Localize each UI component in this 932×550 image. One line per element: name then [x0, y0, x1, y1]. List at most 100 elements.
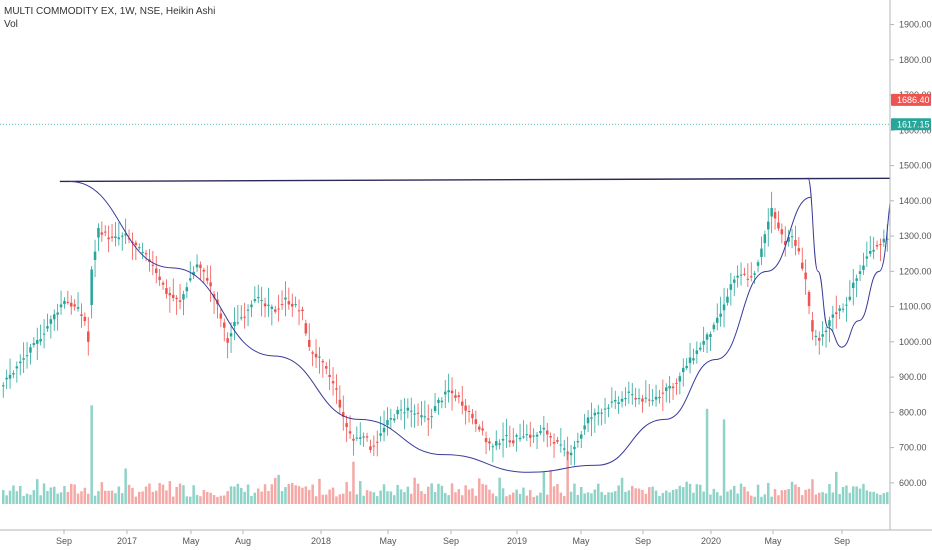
candle-body — [325, 366, 328, 369]
candle-body — [437, 399, 440, 403]
candle-body — [811, 320, 814, 332]
volume-bar — [818, 492, 821, 504]
candle-body — [484, 438, 488, 443]
candle-body — [185, 287, 189, 292]
volume-bar — [59, 492, 63, 504]
candle-body — [19, 361, 22, 364]
candle-body — [464, 405, 467, 411]
volume-bar — [491, 493, 495, 504]
volume-bar — [461, 495, 464, 504]
candle-body — [399, 409, 403, 411]
candle-body — [134, 242, 138, 246]
candle-body — [654, 396, 658, 400]
volume-bar — [763, 494, 767, 504]
volume-bar — [736, 493, 739, 504]
volume-bar — [182, 485, 185, 504]
time-tick-label: Sep — [635, 536, 651, 546]
candle-body — [447, 390, 450, 393]
volume-bar — [416, 483, 420, 504]
candle-body — [246, 309, 250, 311]
candle-body — [284, 297, 287, 300]
volume-bar — [559, 492, 563, 504]
candle-body — [729, 284, 733, 290]
candle-body — [716, 317, 719, 323]
candle-body — [260, 300, 263, 302]
volume-bar — [484, 484, 488, 504]
candle-body — [590, 417, 593, 419]
candle-body — [600, 412, 603, 414]
candle-body — [736, 275, 739, 278]
volume-bar — [32, 490, 36, 504]
volume-bar — [297, 486, 301, 504]
volume-bar — [508, 494, 512, 504]
candle-body — [797, 248, 801, 252]
candle-body — [828, 320, 831, 327]
volume-bar — [175, 486, 178, 504]
volume-bar — [304, 486, 308, 504]
candle-body — [695, 350, 699, 354]
volume-bar — [814, 494, 818, 504]
time-tick-label: Aug — [235, 536, 251, 546]
candle-body — [583, 425, 586, 430]
volume-bar — [811, 479, 814, 504]
candle-body — [308, 339, 311, 347]
volume-bar — [90, 405, 93, 504]
volume-bar — [345, 482, 348, 504]
volume-bar — [610, 492, 614, 504]
volume-bar — [359, 481, 362, 504]
candle-body — [311, 352, 314, 354]
volume-label: Vol — [4, 19, 18, 30]
volume-bar — [580, 486, 583, 504]
candle-body — [386, 420, 389, 426]
volume-bar — [66, 492, 70, 504]
candle-body — [42, 333, 46, 335]
volume-bar — [168, 481, 172, 504]
candle-body — [879, 243, 882, 246]
candle-body — [206, 278, 209, 281]
volume-bar — [314, 496, 318, 504]
volume-bar — [498, 477, 501, 504]
candle-body — [39, 339, 42, 342]
time-tick-label: 2019 — [507, 536, 527, 546]
candle-body — [818, 337, 821, 341]
candle-body — [488, 441, 491, 444]
volume-bar — [661, 492, 665, 504]
candle-body — [712, 324, 716, 330]
volume-bar — [835, 471, 838, 504]
candle-body — [158, 276, 161, 281]
candle-body — [199, 264, 202, 269]
candle-body — [175, 297, 178, 300]
candle-body — [87, 331, 90, 342]
candle-body — [631, 394, 634, 396]
volume-bar — [658, 496, 661, 504]
candle-body — [219, 313, 223, 319]
candle-body — [335, 388, 338, 390]
volume-bar — [172, 496, 175, 504]
candle-body — [257, 297, 260, 299]
volume-bar — [563, 496, 566, 504]
volume-bar — [49, 487, 53, 504]
candle-body — [151, 264, 155, 266]
volume-bar — [627, 490, 631, 504]
volume-bar — [250, 495, 253, 504]
candle-body — [821, 334, 824, 337]
candle-body — [413, 413, 416, 415]
volume-bar — [223, 495, 226, 504]
candle-body — [59, 304, 63, 308]
volume-bar — [107, 490, 110, 504]
volume-bar — [790, 481, 794, 504]
price-tick-label: 1000.00 — [899, 337, 932, 347]
candle-body — [362, 436, 365, 438]
candle-body — [474, 419, 478, 424]
volume-bar — [872, 491, 875, 504]
volume-bar — [450, 483, 454, 504]
candle-body — [573, 446, 576, 450]
volume-bar — [22, 495, 25, 504]
time-tick-label: May — [572, 536, 590, 546]
volume-bar — [671, 489, 675, 504]
volume-bar — [603, 494, 607, 504]
volume-bar — [865, 490, 869, 504]
price-tick-label: 600.00 — [899, 478, 927, 488]
